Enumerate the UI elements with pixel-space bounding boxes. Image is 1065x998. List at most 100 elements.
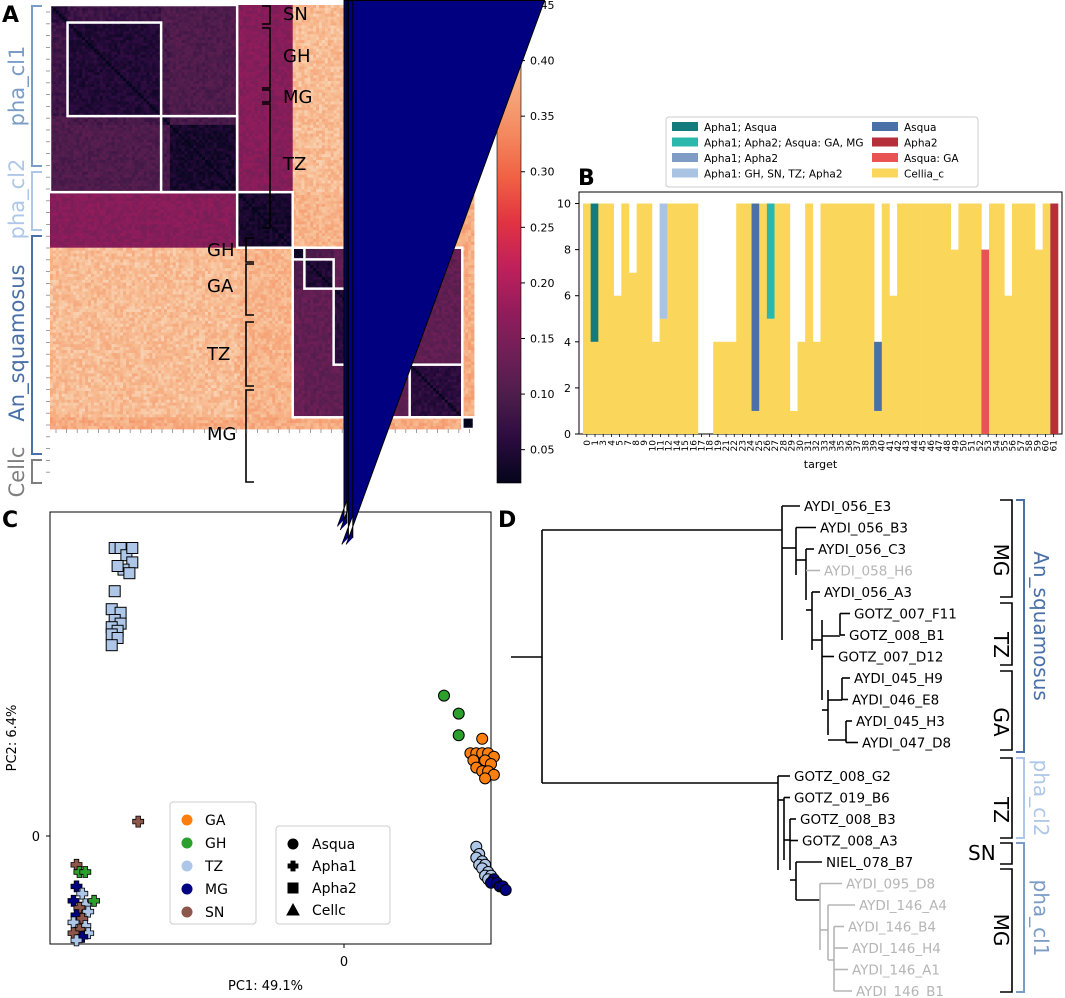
heatmap-cell: [76, 10, 80, 15]
heatmap-cell: [172, 78, 177, 82]
heatmap-cell: [316, 66, 320, 70]
heatmap-cell: [260, 34, 264, 38]
heatmap-cell: [269, 63, 273, 67]
heatmap-cell: [64, 75, 68, 79]
heatmap-cell: [207, 37, 212, 41]
heatmap-cell: [242, 95, 247, 99]
heatmap-cell: [257, 54, 261, 59]
heatmap-cell: [216, 86, 220, 91]
heatmap-cell: [339, 25, 343, 29]
heatmap-cell: [313, 22, 317, 26]
heatmap-cell: [126, 83, 130, 88]
heatmap-cell: [248, 78, 253, 82]
heatmap-cell: [283, 54, 288, 59]
heatmap-cell: [313, 13, 317, 18]
heatmap-cell: [155, 57, 159, 61]
heatmap-cell: [120, 13, 124, 18]
heatmap-cell: [257, 75, 261, 79]
heatmap-cell: [278, 25, 282, 29]
heatmap-cell: [193, 81, 197, 85]
heatmap-cell: [327, 78, 332, 82]
heatmap-cell: [90, 89, 95, 94]
heatmap-cell: [319, 57, 323, 61]
heatmap-cell: [257, 69, 261, 73]
heatmap-cell: [263, 78, 267, 82]
heatmap-cell: [158, 75, 162, 79]
heatmap-cell: [234, 86, 238, 91]
heatmap-cell: [324, 10, 329, 15]
heatmap-cell: [64, 43, 68, 47]
heatmap-cell: [193, 69, 197, 73]
heatmap-cell: [275, 81, 279, 85]
heatmap-cell: [266, 89, 270, 94]
heatmap-cell: [316, 101, 320, 105]
heatmap-cell: [240, 81, 244, 85]
heatmap-cell: [88, 104, 92, 108]
heatmap-cell: [321, 101, 326, 105]
heatmap-cell: [88, 19, 92, 23]
heatmap-cell: [96, 28, 101, 32]
heatmap-cell: [70, 60, 74, 64]
heatmap-cell: [161, 101, 165, 105]
heatmap-cell: [304, 25, 308, 29]
heatmap-cell: [304, 75, 308, 79]
heatmap-cell: [146, 54, 150, 59]
heatmap-cell: [289, 40, 294, 44]
heatmap-cell: [158, 104, 162, 108]
heatmap-cell: [245, 75, 250, 79]
heatmap-cell: [108, 51, 112, 56]
heatmap-cell: [248, 51, 253, 56]
heatmap-cell: [70, 45, 74, 50]
heatmap-cell: [105, 75, 109, 79]
heatmap-cell: [254, 31, 259, 35]
heatmap-cell: [58, 78, 63, 82]
heatmap-cell: [321, 48, 326, 53]
heatmap-cell: [58, 16, 63, 21]
heatmap-cell: [96, 48, 101, 53]
heatmap-cell: [93, 69, 98, 73]
heatmap-cell: [321, 45, 326, 50]
heatmap-cell: [251, 5, 256, 9]
heatmap-cell: [339, 54, 343, 59]
heatmap-cell: [313, 10, 317, 15]
heatmap-cell: [237, 34, 241, 38]
heatmap-cell: [240, 7, 244, 12]
heatmap-cell: [289, 22, 294, 26]
heatmap-cell: [254, 69, 259, 73]
heatmap-cell: [166, 22, 171, 26]
heatmap-cell: [67, 25, 71, 29]
heatmap-cell: [304, 69, 308, 73]
heatmap-cell: [67, 7, 71, 12]
heatmap-cell: [172, 104, 177, 108]
heatmap-cell: [131, 13, 136, 18]
heatmap-cell: [202, 60, 206, 64]
heatmap-cell: [108, 101, 112, 105]
heatmap-cell: [108, 5, 112, 9]
heatmap-cell: [131, 54, 136, 59]
heatmap-cell: [298, 37, 302, 41]
heatmap-cell: [324, 40, 329, 44]
heatmap-cell: [120, 63, 124, 67]
heatmap-cell: [266, 63, 270, 67]
heatmap-cell: [190, 98, 194, 102]
heatmap-cell: [339, 92, 343, 97]
heatmap-cell: [88, 37, 92, 41]
heatmap-cell: [164, 13, 168, 18]
heatmap-cell: [213, 101, 218, 105]
heatmap-cell: [111, 75, 115, 79]
heatmap-cell: [152, 7, 156, 12]
heatmap-cell: [333, 19, 337, 23]
heatmap-cell: [85, 92, 89, 97]
heatmap-cell: [225, 57, 229, 61]
heatmap-cell: [313, 83, 317, 88]
heatmap-cell: [134, 43, 139, 47]
heatmap-cell: [283, 92, 288, 97]
heatmap-cell: [237, 63, 241, 67]
heatmap-cell: [102, 72, 106, 76]
heatmap-cell: [172, 43, 177, 47]
heatmap-cell: [257, 57, 261, 61]
heatmap-cell: [76, 7, 80, 12]
heatmap-cell: [76, 72, 80, 76]
heatmap-cell: [310, 66, 314, 70]
heatmap-cell: [272, 51, 276, 56]
